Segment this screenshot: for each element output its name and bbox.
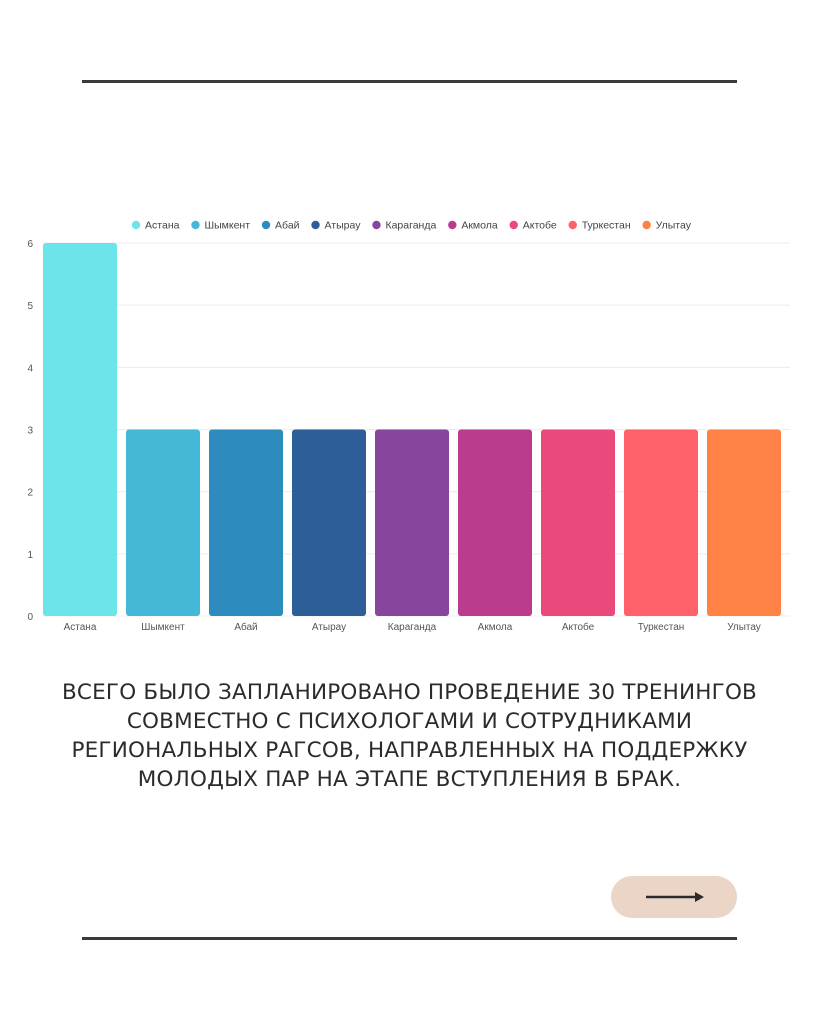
x-tick-label: Астана: [64, 622, 97, 633]
arrow-right-icon: [646, 892, 704, 902]
chart-legend: Астана Шымкент Абай Атырау Караганда Акмола Ак…: [131, 220, 692, 232]
legend-swatch: [131, 220, 141, 230]
y-tick-label: 2: [27, 488, 33, 499]
legend-label: Туркестан: [582, 220, 631, 232]
legend-label: Караганда: [385, 220, 436, 232]
legend-item: Актобе: [509, 220, 557, 232]
bar: [292, 429, 366, 616]
legend-label: Атырау: [325, 220, 362, 232]
legend-label: Астана: [145, 220, 180, 232]
legend-item: Астана: [131, 220, 180, 232]
legend-swatch: [191, 220, 200, 230]
legend-swatch: [261, 220, 271, 230]
legend-label: Шымкент: [204, 220, 250, 232]
legend-item: Туркестан: [568, 220, 631, 232]
legend-item: Акмола: [448, 220, 498, 232]
bar: [126, 429, 200, 616]
description-text: ВСЕГО БЫЛО ЗАПЛАНИРОВАНО ПРОВЕДЕНИЕ 30 Т…: [40, 678, 779, 794]
x-tick-label: Туркестан: [638, 622, 685, 633]
y-axis: 0 1 2 3 4 5 6: [27, 239, 33, 623]
top-divider: [82, 80, 737, 83]
legend-label: Абай: [275, 220, 300, 232]
legend-swatch: [372, 220, 381, 230]
caption-line: МОЛОДЫХ ПАР НА ЭТАПЕ ВСТУПЛЕНИЯ В БРАК.: [137, 767, 682, 792]
bottom-divider: [82, 937, 737, 940]
x-tick-label: Шымкент: [141, 622, 185, 633]
legend-label: Улытау: [656, 220, 692, 232]
x-tick-label: Атырау: [312, 622, 346, 633]
legend-swatch: [448, 220, 457, 230]
legend-swatch: [311, 220, 320, 230]
legend-item: Шымкент: [191, 220, 250, 232]
y-tick-label: 3: [27, 426, 33, 437]
y-tick-label: 6: [27, 239, 33, 250]
bar: [541, 429, 615, 616]
x-tick-label: Караганда: [388, 622, 437, 633]
legend-swatch: [642, 220, 651, 230]
legend-label: Акмола: [461, 220, 498, 232]
y-tick-label: 4: [27, 363, 33, 374]
x-axis: Астана Шымкент Абай Атырау Караганда Акмола Ак…: [64, 621, 761, 633]
legend-item: Атырау: [311, 220, 361, 232]
bar-chart: Астана Шымкент Абай Атырау Караганда Акмола Ак…: [27, 220, 790, 633]
bar: [209, 429, 283, 616]
legend-item: Абай: [261, 220, 300, 232]
x-tick-label: Актобе: [562, 621, 595, 633]
y-tick-label: 5: [27, 301, 33, 312]
y-tick-label: 0: [27, 612, 33, 623]
caption-line: СОВМЕСТНО С ПСИХОЛОГАМИ И СОТРУДНИКАМИ: [126, 709, 693, 734]
chart-bars: [43, 243, 781, 616]
legend-swatch: [568, 220, 577, 230]
legend-label: Актобе: [523, 220, 557, 232]
x-tick-label: Абай: [234, 621, 257, 633]
next-button[interactable]: [611, 876, 737, 918]
bar: [43, 243, 117, 616]
x-tick-label: Улытау: [727, 622, 761, 633]
caption-line: ВСЕГО БЫЛО ЗАПЛАНИРОВАНО ПРОВЕДЕНИЕ 30 Т…: [61, 680, 758, 705]
caption-line: РЕГИОНАЛЬНЫХ РАГСОВ, НАПРАВЛЕННЫХ НА ПОД…: [71, 738, 748, 763]
legend-item: Караганда: [372, 220, 436, 232]
x-tick-label: Акмола: [478, 622, 513, 633]
legend-swatch: [509, 220, 518, 230]
bar: [375, 429, 449, 616]
bar: [707, 429, 781, 616]
bar: [458, 429, 532, 616]
legend-item: Улытау: [642, 220, 692, 232]
y-tick-label: 1: [27, 550, 33, 561]
bar: [624, 429, 698, 616]
